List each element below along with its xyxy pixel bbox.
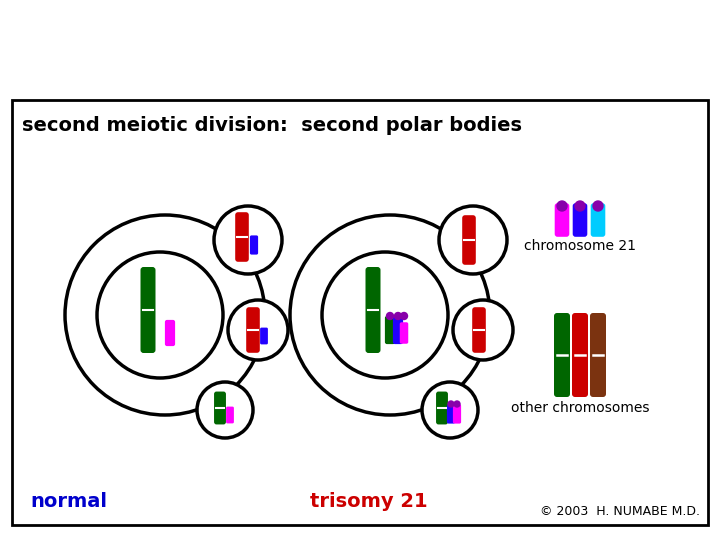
Circle shape	[290, 215, 490, 415]
Text: trisomy 21: trisomy 21	[310, 492, 428, 511]
Circle shape	[400, 313, 408, 320]
Circle shape	[322, 252, 448, 378]
Circle shape	[214, 206, 282, 274]
FancyBboxPatch shape	[165, 320, 175, 346]
FancyBboxPatch shape	[250, 235, 258, 254]
Circle shape	[97, 252, 223, 378]
FancyBboxPatch shape	[226, 407, 234, 423]
FancyBboxPatch shape	[554, 313, 570, 397]
FancyBboxPatch shape	[572, 203, 588, 237]
FancyBboxPatch shape	[246, 307, 260, 353]
FancyBboxPatch shape	[572, 313, 588, 397]
Circle shape	[422, 382, 478, 438]
FancyBboxPatch shape	[366, 267, 380, 353]
Text: second meiotic division:  second polar bodies: second meiotic division: second polar bo…	[22, 116, 522, 135]
FancyBboxPatch shape	[590, 203, 606, 237]
FancyBboxPatch shape	[400, 322, 408, 344]
Text: normal: normal	[30, 492, 107, 511]
FancyBboxPatch shape	[260, 328, 268, 345]
Bar	[12, 100, 708, 525]
Circle shape	[65, 215, 265, 415]
FancyBboxPatch shape	[462, 215, 476, 265]
Circle shape	[575, 201, 585, 211]
FancyBboxPatch shape	[554, 203, 570, 237]
Circle shape	[454, 401, 460, 407]
FancyBboxPatch shape	[453, 404, 461, 423]
FancyBboxPatch shape	[590, 313, 606, 397]
FancyBboxPatch shape	[385, 316, 395, 344]
Circle shape	[453, 300, 513, 360]
FancyBboxPatch shape	[140, 267, 156, 353]
FancyBboxPatch shape	[235, 212, 249, 262]
Circle shape	[387, 313, 394, 320]
Circle shape	[593, 201, 603, 211]
FancyBboxPatch shape	[393, 316, 403, 344]
Text: © 2003  H. NUMABE M.D.: © 2003 H. NUMABE M.D.	[540, 505, 700, 518]
Circle shape	[448, 401, 454, 407]
FancyBboxPatch shape	[436, 392, 448, 424]
Circle shape	[197, 382, 253, 438]
Circle shape	[228, 300, 288, 360]
FancyBboxPatch shape	[472, 307, 486, 353]
FancyBboxPatch shape	[447, 404, 455, 423]
Circle shape	[439, 206, 507, 274]
FancyBboxPatch shape	[214, 392, 226, 424]
Text: other chromosomes: other chromosomes	[510, 401, 649, 415]
Text: chromosome 21: chromosome 21	[524, 239, 636, 253]
Circle shape	[395, 313, 402, 320]
Circle shape	[557, 201, 567, 211]
